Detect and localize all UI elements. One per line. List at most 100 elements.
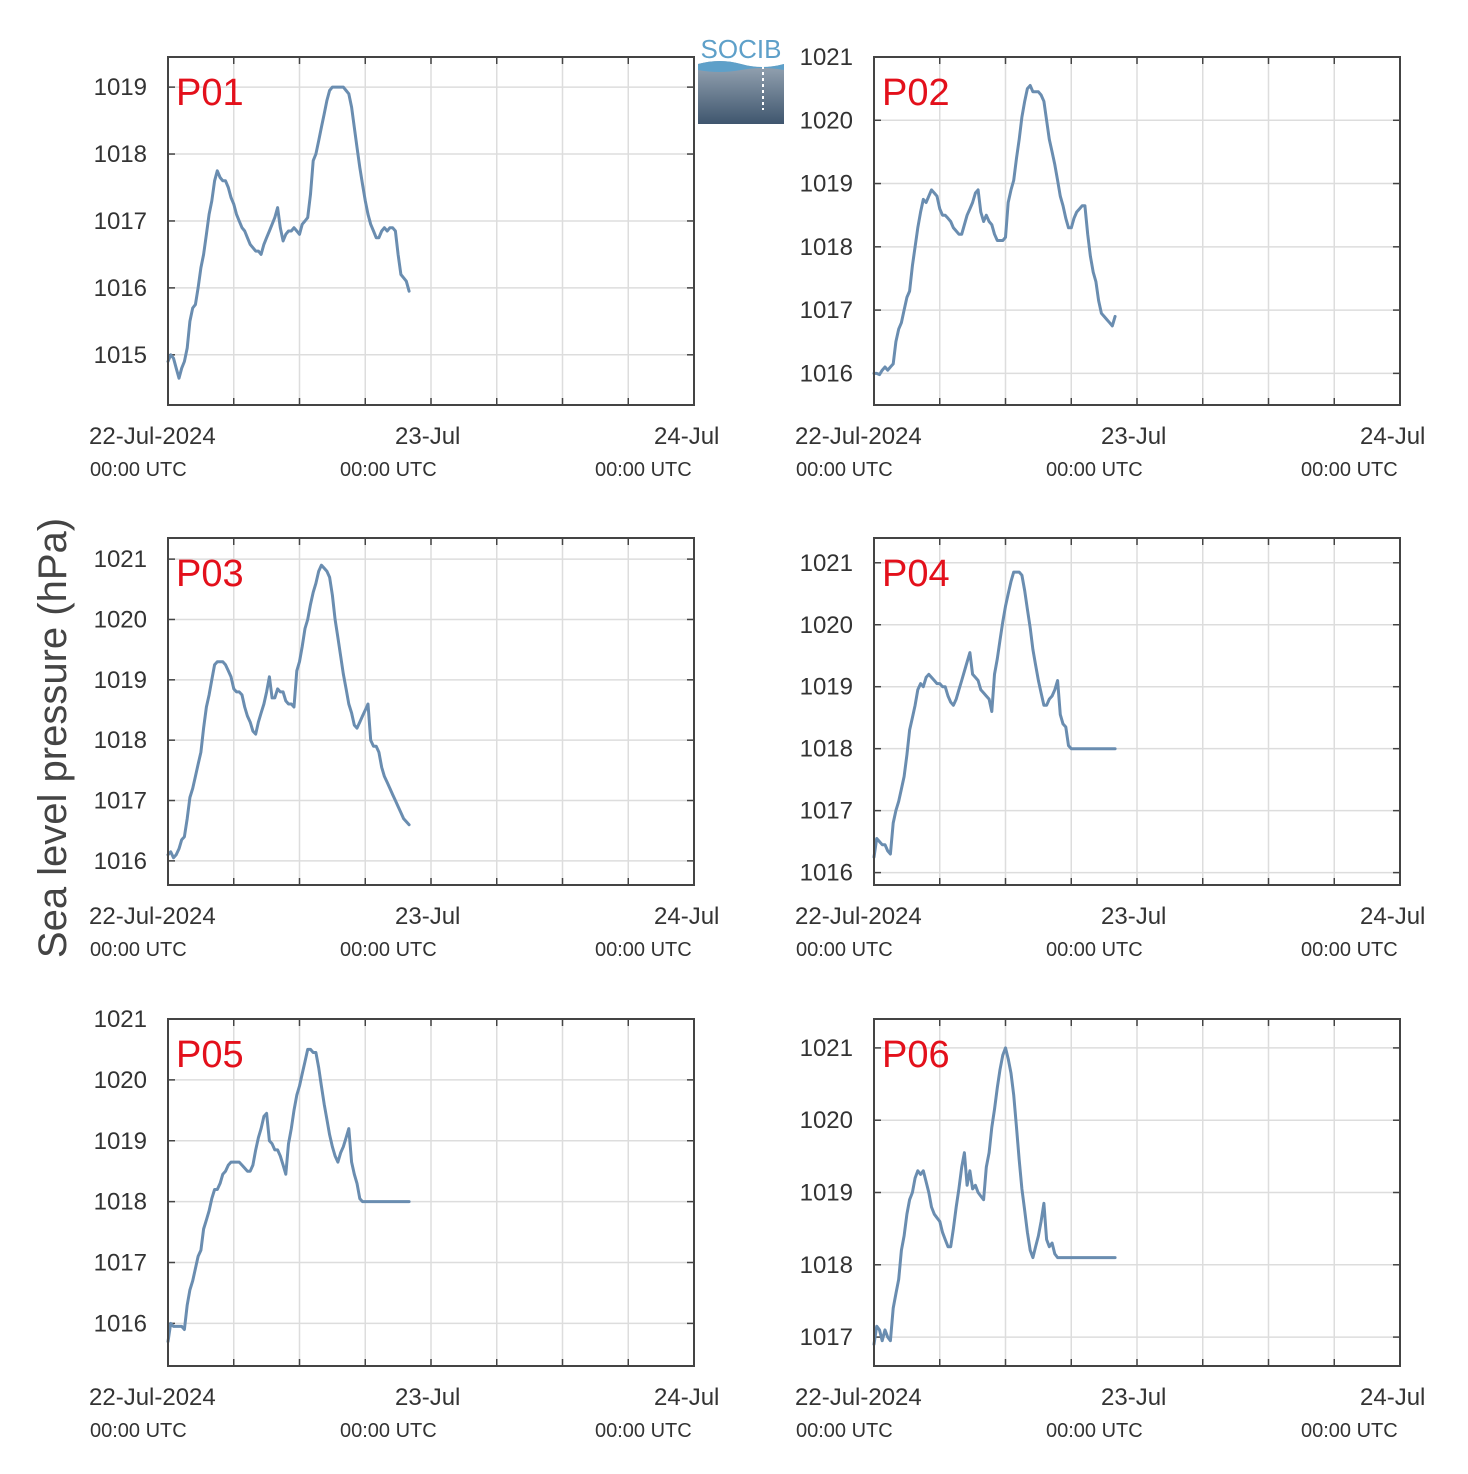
y-tick-label: 1021 — [94, 1006, 147, 1033]
x-tick-label-time: 00:00 UTC — [340, 459, 437, 481]
y-tick-label: 1017 — [800, 297, 853, 324]
chart-panel-p02: 1016 1017 1018 1019 1020 1021 P02 22-Jul-2024 00… — [795, 44, 1425, 481]
panel-title: P03 — [176, 553, 244, 595]
y-tick-label: 1018 — [800, 234, 853, 261]
x-tick-label-date: 23-Jul — [1101, 1384, 1166, 1411]
y-tick-label: 1016 — [800, 360, 853, 387]
x-tick-label-time: 00:00 UTC — [796, 1420, 893, 1442]
panel-title: P02 — [882, 72, 950, 114]
x-tick-label-date: 24-Jul — [654, 903, 719, 930]
y-tick-label: 1017 — [800, 798, 853, 825]
x-tick-label-time: 00:00 UTC — [340, 1420, 437, 1442]
panel-title: P04 — [882, 553, 950, 595]
panel-title: P05 — [176, 1034, 244, 1076]
x-tick-label-time: 00:00 UTC — [340, 939, 437, 961]
x-tick-label-time: 00:00 UTC — [90, 939, 187, 961]
y-tick-label: 1021 — [800, 44, 853, 71]
x-tick-label-date: 23-Jul — [395, 903, 460, 930]
y-tick-label: 1019 — [800, 1180, 853, 1207]
y-tick-label: 1018 — [94, 1189, 147, 1216]
y-tick-label: 1021 — [800, 1035, 853, 1062]
panel-title: P01 — [176, 72, 244, 114]
y-tick-label: 1018 — [800, 1252, 853, 1279]
x-tick-label-date: 24-Jul — [654, 423, 719, 450]
y-tick-label: 1016 — [800, 860, 853, 887]
y-tick-label: 1021 — [800, 550, 853, 577]
x-tick-label-date: 24-Jul — [1360, 423, 1425, 450]
y-tick-label: 1016 — [94, 1310, 147, 1337]
y-tick-label: 1020 — [800, 612, 853, 639]
y-tick-label: 1017 — [94, 208, 147, 235]
x-tick-label-time: 00:00 UTC — [90, 459, 187, 481]
x-tick-label-time: 00:00 UTC — [796, 939, 893, 961]
y-tick-label: 1020 — [94, 1067, 147, 1094]
plot-frame — [873, 537, 1401, 886]
y-tick-label: 1019 — [94, 74, 147, 101]
chart-panel-p03: 1016 1017 1018 1019 1020 1021 P03 22-Jul-2024 00… — [89, 537, 719, 961]
chart-panels: 1015 1016 1017 1018 1019 P01 22-Jul-2024 00:00 … — [89, 44, 1425, 1442]
plot-frame — [167, 56, 695, 406]
logo-wave-crest-icon — [698, 61, 784, 72]
y-tick-label: 1017 — [94, 788, 147, 815]
data-line-series-1 — [166, 85, 411, 380]
y-tick-label: 1019 — [94, 667, 147, 694]
logo-text: SOCIB — [701, 34, 782, 64]
y-tick-label: 1019 — [800, 171, 853, 198]
y-tick-label: 1016 — [94, 275, 147, 302]
y-tick-label: 1018 — [94, 727, 147, 754]
plot-frame — [167, 1018, 695, 1367]
x-tick-label-time: 00:00 UTC — [1301, 939, 1398, 961]
x-tick-label-date: 23-Jul — [395, 1384, 460, 1411]
y-tick-label: 1020 — [800, 107, 853, 134]
x-tick-label-date: 22-Jul-2024 — [89, 903, 216, 930]
data-line-series-1 — [166, 1047, 411, 1344]
socib-logo: SOCIB — [698, 34, 784, 124]
x-tick-label-date: 24-Jul — [1360, 1384, 1425, 1411]
x-tick-label-date: 24-Jul — [1360, 903, 1425, 930]
x-tick-label-time: 00:00 UTC — [1301, 459, 1398, 481]
y-tick-label: 1020 — [800, 1107, 853, 1134]
data-line-series-1 — [872, 1046, 1117, 1346]
x-tick-label-date: 22-Jul-2024 — [89, 1384, 216, 1411]
x-tick-label-date: 22-Jul-2024 — [795, 903, 922, 930]
chart-panel-p04: 1016 1017 1018 1019 1020 1021 P04 22-Jul-2024 00… — [795, 537, 1425, 961]
y-tick-label: 1015 — [94, 342, 147, 369]
x-tick-label-time: 00:00 UTC — [1046, 939, 1143, 961]
x-tick-label-time: 00:00 UTC — [595, 939, 692, 961]
x-tick-label-time: 00:00 UTC — [90, 1420, 187, 1442]
x-tick-label-date: 24-Jul — [654, 1384, 719, 1411]
y-tick-label: 1018 — [94, 141, 147, 168]
y-tick-label: 1019 — [800, 674, 853, 701]
x-tick-label-date: 22-Jul-2024 — [795, 423, 922, 450]
plot-frame — [873, 1018, 1401, 1367]
plot-frame — [873, 56, 1401, 406]
x-tick-label-time: 00:00 UTC — [1046, 459, 1143, 481]
y-axis-label: Sea level pressure (hPa) — [31, 518, 75, 958]
chart-panel-p01: 1015 1016 1017 1018 1019 P01 22-Jul-2024 00:00 … — [89, 56, 719, 481]
y-tick-label: 1017 — [800, 1324, 853, 1351]
x-tick-label-time: 00:00 UTC — [595, 1420, 692, 1442]
y-tick-label: 1021 — [94, 546, 147, 573]
y-tick-label: 1016 — [94, 848, 147, 875]
y-tick-label: 1017 — [94, 1250, 147, 1277]
x-tick-label-time: 00:00 UTC — [1046, 1420, 1143, 1442]
x-tick-label-date: 23-Jul — [395, 423, 460, 450]
x-tick-label-time: 00:00 UTC — [1301, 1420, 1398, 1442]
plot-frame — [167, 537, 695, 886]
x-tick-label-time: 00:00 UTC — [595, 459, 692, 481]
chart-panel-p06: 1017 1018 1019 1020 1021 P06 22-Jul-2024 00:00 … — [795, 1018, 1425, 1442]
data-line-series-1 — [872, 84, 1117, 377]
y-tick-label: 1019 — [94, 1128, 147, 1155]
x-tick-label-date: 22-Jul-2024 — [89, 423, 216, 450]
data-line-series-1 — [872, 570, 1117, 859]
y-tick-label: 1018 — [800, 736, 853, 763]
x-tick-label-date: 22-Jul-2024 — [795, 1384, 922, 1411]
data-line-series-1 — [166, 563, 411, 860]
x-tick-label-time: 00:00 UTC — [796, 459, 893, 481]
y-tick-label: 1020 — [94, 606, 147, 633]
panel-title: P06 — [882, 1034, 950, 1076]
x-tick-label-date: 23-Jul — [1101, 903, 1166, 930]
x-tick-label-date: 23-Jul — [1101, 423, 1166, 450]
chart-panel-p05: 1016 1017 1018 1019 1020 1021 P05 22-Jul-2024 00… — [89, 1006, 719, 1442]
